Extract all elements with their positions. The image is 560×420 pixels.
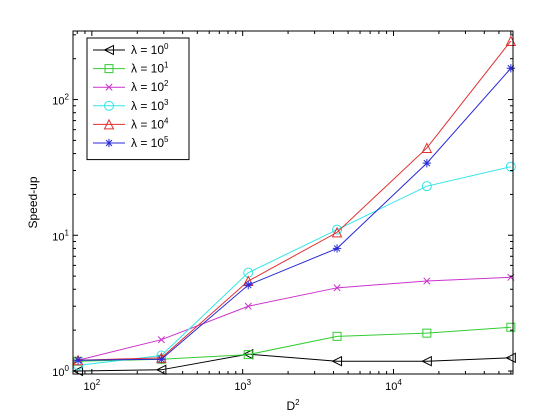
- x-axis-label-base: D: [286, 399, 295, 413]
- legend-label-exp: 0: [164, 42, 169, 51]
- data-point: [421, 181, 432, 192]
- x-tick-label: 104: [385, 378, 402, 393]
- series-5: [73, 64, 516, 365]
- data-point: [505, 161, 516, 172]
- legend-label: λ = 101: [131, 61, 169, 76]
- series-line: [77, 276, 511, 361]
- data-point: [333, 284, 341, 292]
- tick-base: 10: [52, 231, 64, 243]
- legend-label-base: λ = 10: [131, 80, 164, 94]
- legend-item: λ = 100: [93, 42, 169, 57]
- data-point: [157, 355, 166, 364]
- x-tick-label: 102: [83, 378, 100, 393]
- data-point: [422, 328, 432, 338]
- legend-label-exp: 3: [164, 98, 169, 107]
- data-point: [421, 355, 432, 367]
- legend-box: [86, 37, 190, 161]
- tick-exp: 1: [65, 228, 70, 237]
- legend-label-base: λ = 10: [131, 99, 164, 113]
- tick-base: 10: [83, 381, 95, 393]
- tick-exp: 3: [247, 378, 252, 387]
- data-point: [73, 356, 83, 365]
- data-point: [332, 331, 342, 341]
- tick-base: 10: [385, 381, 397, 393]
- data-point: [331, 226, 343, 238]
- legend-label: λ = 104: [131, 116, 169, 131]
- legend-label: λ = 100: [131, 42, 169, 57]
- legend-label-base: λ = 10: [131, 136, 164, 150]
- tick-exp: 4: [397, 378, 402, 387]
- legend-label: λ = 103: [131, 98, 169, 113]
- data-point: [506, 322, 516, 332]
- x-axis-label-exp: 2: [295, 398, 300, 407]
- data-point: [72, 365, 84, 377]
- data-point: [422, 158, 432, 168]
- legend-item: λ = 104: [93, 116, 169, 131]
- tick-exp: 0: [65, 364, 70, 373]
- y-tick-label: 102: [52, 93, 69, 108]
- tick-base: 10: [52, 96, 64, 108]
- tick-exp: 2: [65, 93, 70, 102]
- x-axis-label: D2: [286, 398, 300, 413]
- x-tick-label: 103: [234, 378, 251, 393]
- series-line: [78, 67, 512, 361]
- legend-label-base: λ = 10: [131, 43, 164, 57]
- data-point: [421, 142, 433, 153]
- data-point: [244, 280, 253, 290]
- data-point: [332, 224, 343, 235]
- legend-label-exp: 2: [164, 79, 169, 88]
- legend-label: λ = 105: [131, 135, 169, 150]
- y-tick-label: 100: [52, 364, 69, 379]
- data-point: [331, 355, 343, 367]
- data-point: [423, 277, 431, 285]
- legend-item: λ = 101: [93, 61, 169, 76]
- legend-marker: [104, 138, 114, 148]
- series-line: [78, 40, 512, 361]
- series-line: [77, 166, 511, 366]
- legend-marker: [103, 44, 114, 56]
- tick-exp: 2: [96, 378, 101, 387]
- legend-item: λ = 102: [93, 79, 169, 94]
- data-point: [244, 302, 252, 310]
- legend-label-base: λ = 10: [131, 62, 164, 76]
- data-point: [155, 364, 167, 376]
- legend-item: λ = 105: [93, 135, 169, 150]
- legend-label-base: λ = 10: [131, 117, 164, 131]
- legend-label-exp: 4: [164, 116, 169, 125]
- tick-base: 10: [52, 367, 64, 379]
- data-point: [505, 352, 516, 364]
- data-point: [243, 350, 253, 360]
- axes-frame: [72, 30, 514, 375]
- series-line: [78, 353, 511, 372]
- legend-label-exp: 1: [164, 61, 169, 70]
- legend-marker: [104, 100, 114, 111]
- y-axis-label: Speed-up: [26, 176, 40, 228]
- data-point: [157, 336, 165, 344]
- legend-marker: [104, 64, 114, 74]
- series-layer: [72, 35, 517, 377]
- tick-base: 10: [234, 381, 246, 393]
- legend-marker: [105, 83, 113, 91]
- data-point: [332, 244, 342, 253]
- y-tick-label: 101: [52, 228, 69, 243]
- series-0: [72, 348, 516, 377]
- legend-label: λ = 102: [131, 79, 169, 94]
- legend-marker: [103, 118, 115, 130]
- legend-item: λ = 103: [93, 98, 169, 113]
- legend-label-exp: 5: [164, 135, 169, 144]
- data-point: [506, 64, 516, 73]
- series-3: [73, 161, 516, 371]
